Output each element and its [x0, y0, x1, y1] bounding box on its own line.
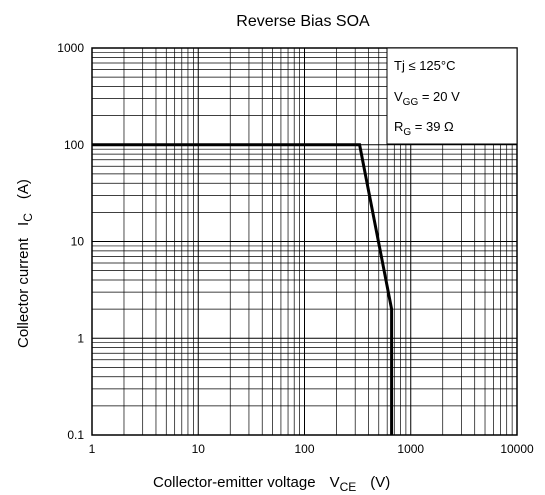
- x-tick-label: 1: [89, 442, 96, 456]
- y-tick-label: 0.1: [67, 428, 84, 442]
- rbsoa-boundary-line: [92, 143, 394, 435]
- x-axis-label: Collector-emitter voltage VCE (V): [153, 474, 390, 494]
- x-tick-label: 10000: [500, 442, 534, 456]
- y-tick-label: 1000: [57, 41, 84, 55]
- plot-frame: [91, 47, 518, 436]
- legend-line-rg: RG = 39 Ω: [394, 119, 454, 138]
- legend-box: Tj ≤ 125°C VGG = 20 V RG = 39 Ω: [386, 47, 518, 145]
- x-tick-label: 100: [294, 442, 314, 456]
- legend-frame: [386, 47, 518, 145]
- legend-line-tj: Tj ≤ 125°C: [394, 58, 455, 73]
- y-tick-label: 1: [77, 331, 84, 345]
- legend-line-vgg: VGG = 20 V: [394, 89, 460, 108]
- x-tick-labels: 1 10 100 1000 10000: [89, 442, 534, 456]
- y-tick-labels: 0.1 1 10 100 1000: [57, 41, 84, 442]
- y-tick-label: 100: [64, 138, 84, 152]
- x-tick-label: 10: [192, 442, 206, 456]
- y-tick-label: 10: [71, 235, 85, 249]
- y-axis-label: Collector currentIC(A): [15, 179, 35, 348]
- plot-grid: [92, 48, 517, 435]
- chart-title: Reverse Bias SOA: [236, 13, 370, 30]
- x-tick-label: 1000: [397, 442, 424, 456]
- series-layer: [92, 143, 394, 435]
